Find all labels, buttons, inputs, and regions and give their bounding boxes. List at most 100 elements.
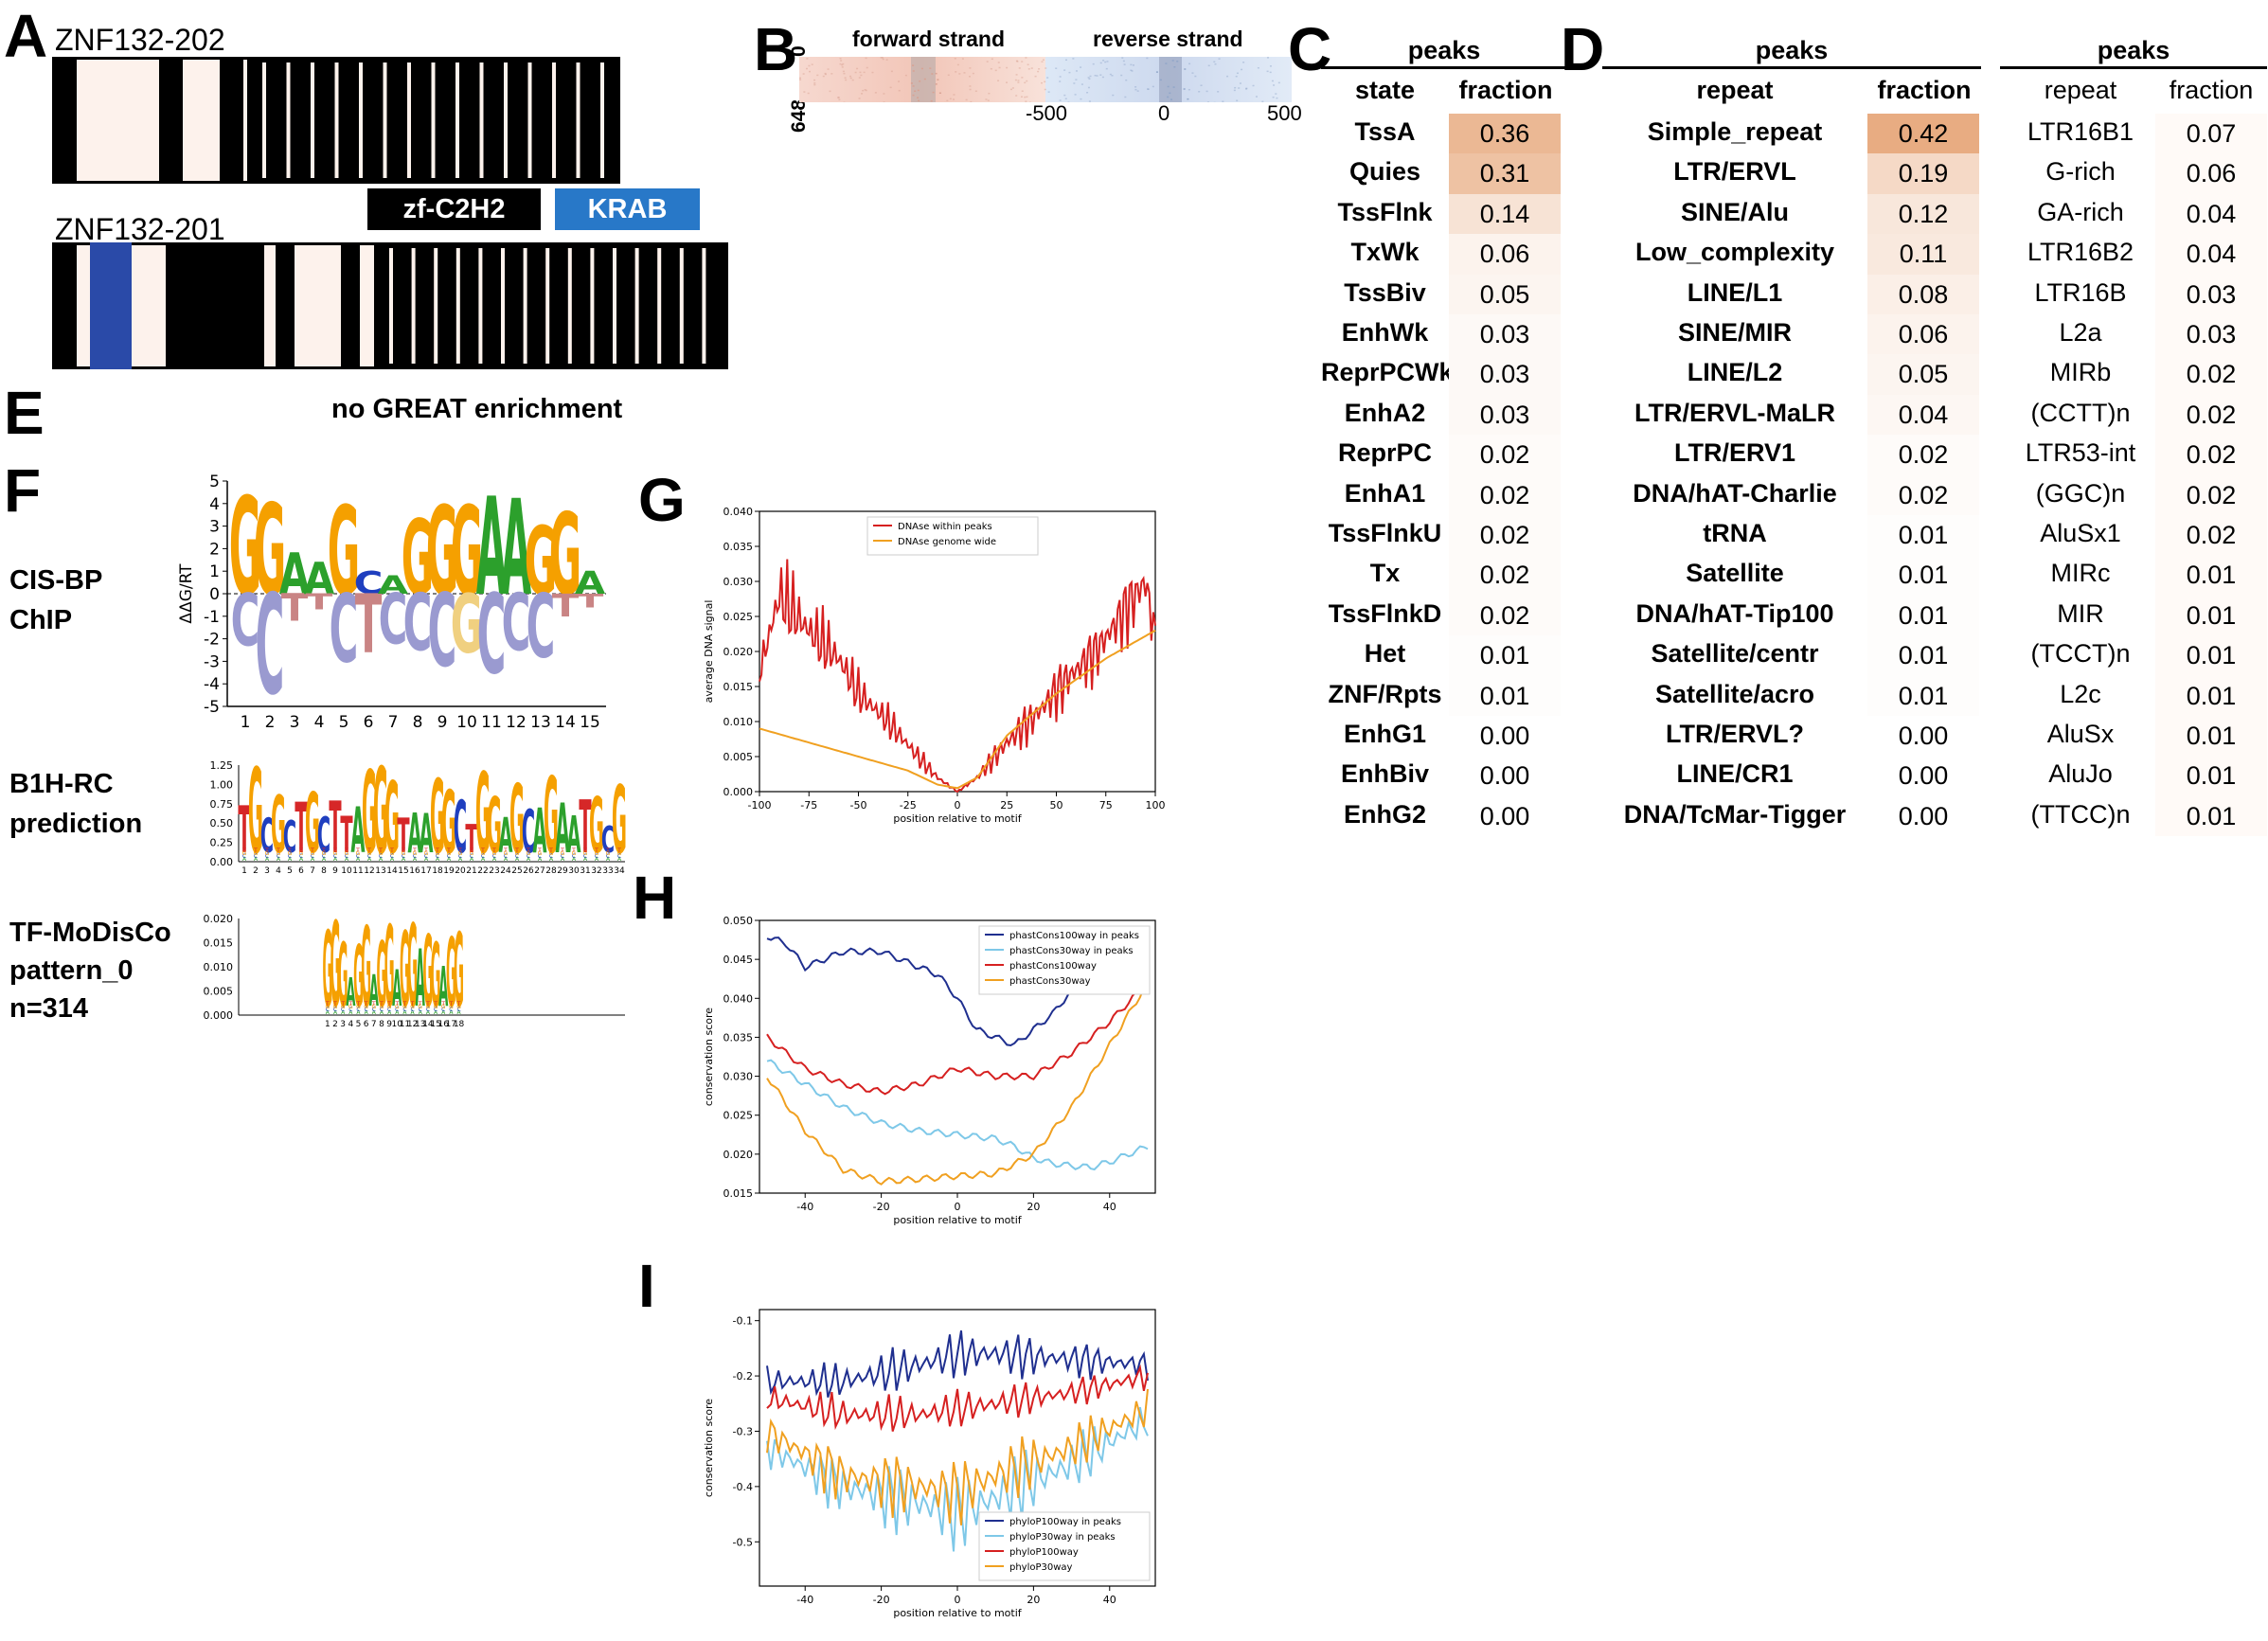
panel_c.rows-label: TssFlnkU — [1328, 519, 1442, 547]
logo-xtick: 18 — [432, 866, 443, 876]
logo-letter-small: G — [265, 850, 270, 857]
panel_d.rows2-label: (CCTT)n — [2030, 398, 2131, 427]
x-tick-label: 20 — [1027, 1201, 1040, 1213]
logo1-xtick: 4 — [314, 713, 325, 732]
legend-label: phastCons30way in peaks — [1009, 946, 1134, 956]
panel_d.rows1-fraction: 0.12 — [1867, 193, 1979, 235]
logo-letter: A — [499, 809, 513, 865]
logo-letter-small: T — [526, 847, 530, 854]
logo-letter-small: T — [503, 847, 508, 854]
panel_d.rows1-label: LTR/ERVL-MaLR — [1634, 398, 1835, 427]
x-tick-label: 0 — [955, 1201, 961, 1213]
logo-letter-small: C — [242, 853, 246, 860]
logo-xtick: 5 — [356, 1020, 362, 1029]
exon-block — [220, 57, 243, 184]
panel_c.rows-label: TssFlnk — [1337, 197, 1433, 226]
logo-letter-small: G — [299, 850, 304, 857]
logo-letter-small: C — [441, 1007, 445, 1013]
logo-letter-small: A — [426, 1009, 431, 1016]
logo-letter-small: C — [380, 1007, 384, 1013]
logo1-bottom-letter: T — [355, 577, 383, 671]
panel_d.rows2-fraction: 0.02 — [2155, 515, 2267, 556]
x-tick-label: -40 — [796, 1201, 813, 1213]
panel_d.rows1-fraction: 0.00 — [1867, 716, 1979, 757]
domain-label-krab: KRAB — [555, 188, 700, 230]
x-tick-label: -25 — [900, 799, 917, 812]
logo-letter: T — [329, 786, 341, 869]
x-axis-label: position relative to motif — [893, 1607, 1022, 1619]
logo1-top-letter: C — [354, 564, 384, 601]
logo-letter-small: A — [395, 1009, 400, 1016]
panel_d.rows2-fraction: 0.01 — [2155, 635, 2267, 676]
logo-letter-small: A — [434, 1009, 438, 1016]
panel_c.rows-label: EnhBiv — [1340, 759, 1429, 789]
logo-letter: T — [238, 793, 250, 867]
logo-letter-small: A — [606, 856, 611, 863]
panel_c.rows-label: EnhG2 — [1343, 799, 1426, 829]
legend-box — [866, 516, 1039, 556]
panel_d.rows1-label: DNA/hAT-Charlie — [1633, 478, 1837, 508]
logo-xtick: 2 — [332, 1020, 338, 1029]
panel_d.rows1-fraction: 0.01 — [1867, 555, 1979, 596]
legend-label: phastCons30way — [1009, 976, 1091, 987]
logo-letter-small: C — [341, 1007, 345, 1013]
logo-letter-small: A — [413, 856, 418, 863]
panel_c.rows-fraction: 0.01 — [1449, 675, 1561, 716]
panel_d.rows2-fraction: 0.01 — [2155, 595, 2267, 636]
table-c-col-state: state — [1354, 76, 1416, 104]
logo-letter: G — [430, 760, 445, 878]
logo-letter-small: C — [402, 853, 405, 860]
logo-letter-small: A — [356, 856, 361, 863]
logo-letter-small: T — [456, 1001, 461, 1008]
table-c-rule — [1321, 66, 1567, 69]
logo-xtick: 18 — [454, 1020, 465, 1029]
logo-letter: G — [271, 780, 286, 871]
logo1-xtick: 15 — [580, 713, 600, 732]
logo-letter-small: C — [549, 853, 553, 860]
logo1-ytick: -5 — [204, 698, 220, 717]
logo-letter-small: T — [355, 847, 360, 854]
logo-letter-small: T — [276, 847, 280, 854]
panel_d.rows2-fraction: 0.01 — [2155, 795, 2267, 837]
logo-letter-small: T — [332, 847, 337, 854]
logo-xtick: 26 — [523, 866, 534, 876]
logo-xtick: 12 — [407, 1020, 418, 1029]
logo-letter-small: C — [254, 853, 258, 860]
legend-label: DNAse genome wide — [898, 537, 996, 547]
logo-letter-small: G — [492, 850, 497, 857]
logo-xtick: 2 — [253, 866, 259, 876]
logo-letter-small: G — [456, 1004, 461, 1010]
logo-letter-small: G — [379, 850, 384, 857]
y-tick-label: -0.2 — [733, 1370, 753, 1382]
exon-block — [276, 242, 295, 369]
logo1-ytick: -3 — [204, 652, 220, 671]
panel_d.rows1-label: LTR/ERVL — [1673, 157, 1796, 187]
panel_d.rows2-label: MIR — [2057, 598, 2104, 628]
panel_d.rows1-fraction: 0.01 — [1867, 635, 1979, 676]
logo-letter-small: A — [326, 1009, 330, 1016]
logo-letter: G — [441, 774, 456, 873]
logo-letter-small: G — [333, 1004, 338, 1010]
logo-xtick: 19 — [443, 866, 455, 876]
panel_d.rows2-fraction: 0.04 — [2155, 193, 2267, 235]
domain-label-zf-c2h2: zf-C2H2 — [367, 188, 541, 230]
logo-letter-small: C — [538, 853, 542, 860]
logo-letter-small: G — [447, 850, 452, 857]
logo1-xtick: 1 — [241, 713, 251, 732]
legend-label: phyloP30way in peaks — [1009, 1532, 1116, 1543]
logo-letter-small: G — [402, 1004, 407, 1010]
exon-block — [159, 57, 183, 184]
logo-letter-small: T — [425, 1001, 430, 1008]
legend-label: phyloP30way — [1009, 1562, 1073, 1573]
x-tick-label: 75 — [1099, 799, 1113, 812]
panel_d.rows2-fraction: 0.01 — [2155, 555, 2267, 596]
logo-letter: G — [400, 911, 410, 1030]
x-axis-label: position relative to motif — [893, 812, 1022, 825]
logo-letter-small: G — [424, 850, 429, 857]
logo-letter-small: A — [311, 856, 315, 863]
panel_d.rows2-label: LTR16B2 — [2027, 238, 2134, 267]
logo-letter: C — [522, 797, 535, 866]
logo-xtick: 27 — [534, 866, 545, 876]
panel_d.rows1-label: Simple_repeat — [1647, 117, 1823, 146]
